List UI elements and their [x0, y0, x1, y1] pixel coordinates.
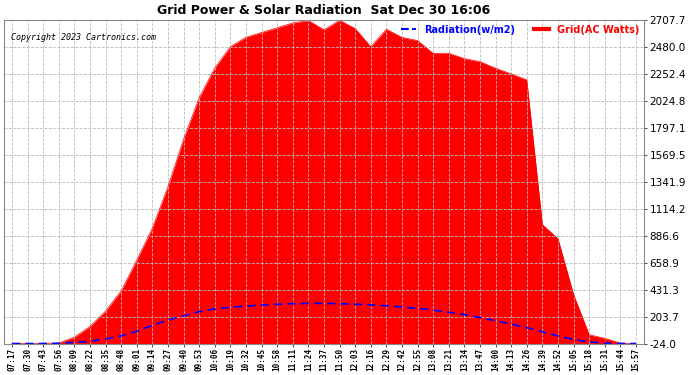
Title: Grid Power & Solar Radiation  Sat Dec 30 16:06: Grid Power & Solar Radiation Sat Dec 30 … [157, 4, 491, 17]
Text: Copyright 2023 Cartronics.com: Copyright 2023 Cartronics.com [10, 33, 155, 42]
Legend: Radiation(w/m2), Grid(AC Watts): Radiation(w/m2), Grid(AC Watts) [397, 21, 643, 39]
